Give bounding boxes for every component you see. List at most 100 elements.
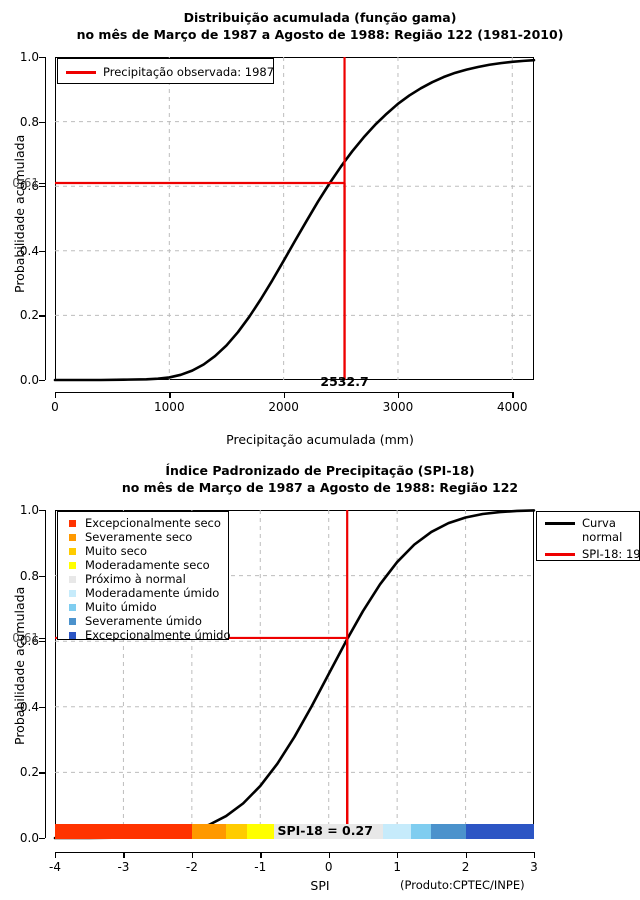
legend-item-curve-label: Curva normal <box>582 516 623 544</box>
legend-item-category: Severamente seco <box>58 530 228 544</box>
legend-item-category: Excepcionalmente seco <box>58 516 228 530</box>
bottom-chart-title-line1: Índice Padronizado de Precipitação (SPI-… <box>165 463 475 478</box>
legend-item-observed-label: Precipitação observada: 1987 <box>103 65 275 79</box>
legend-point-swatch <box>69 589 76 597</box>
chart-panel-cumulative-gamma: Distribuição acumulada (função gama) no … <box>12 10 564 447</box>
bot-y-tick <box>39 838 45 840</box>
top-y-tick <box>39 121 45 123</box>
bottom-y-axis-title: Probabilidade acumulada <box>12 586 27 745</box>
top-observed-prob-tick <box>39 182 45 185</box>
bot-y-tick <box>39 772 45 774</box>
bot-observed-prob-label: 0.61 <box>12 630 39 645</box>
top-y-tick <box>39 186 45 188</box>
top-x-tick <box>55 392 57 398</box>
bot-x-tick-label: 2 <box>461 860 470 874</box>
bot-x-tick <box>55 852 57 858</box>
legend-item-category-label: Excepcionalmente úmido <box>85 628 231 642</box>
legend-item-category: Moderadamente úmido <box>58 586 228 600</box>
bot-x-tick-label: -4 <box>49 860 61 874</box>
bot-y-tick-label: 0.6 <box>19 634 39 649</box>
legend-item-category-label: Muito úmido <box>85 600 157 614</box>
top-chart-legend: Precipitação observada: 1987 <box>57 58 274 84</box>
legend-item-spi: SPI-18: 1987 <box>537 546 640 562</box>
top-y-tick-label: 0.6 <box>19 179 39 194</box>
top-y-tick-label: 0.2 <box>19 308 39 323</box>
legend-item-spi-label: SPI-18: 1987 <box>582 547 640 561</box>
legend-point-swatch <box>69 631 76 639</box>
legend-item-category: Próximo à normal <box>58 572 228 586</box>
bottom-x-axis-title: SPI <box>310 878 330 893</box>
legend-item-category-label: Moderadamente úmido <box>85 586 220 600</box>
top-y-tick-label: 1.0 <box>19 50 39 64</box>
curve-legend: Curva normal SPI-18: 1987 <box>536 511 640 561</box>
top-y-tick <box>39 250 45 253</box>
bot-y-tick-label: 0.0 <box>19 831 39 845</box>
legend-point-swatch <box>69 547 76 555</box>
legend-item-category: Muito úmido <box>58 600 228 614</box>
bot-y-tick <box>39 510 45 512</box>
bot-y-tick-label: 0.4 <box>19 699 39 714</box>
top-y-tick-label: 0.8 <box>19 114 39 129</box>
top-chart-title-line2: no mês de Março de 1987 a Agosto de 1988… <box>76 27 564 42</box>
bot-x-axis-line <box>55 852 534 854</box>
spi-color-segment <box>273 824 384 839</box>
bot-x-tick <box>123 852 125 858</box>
bot-x-tick-label: -2 <box>185 860 198 874</box>
legend-item-observed: Precipitação observada: 1987 <box>58 59 275 85</box>
bot-x-tick <box>191 852 194 858</box>
legend-item-category: Moderadamente seco <box>58 558 228 572</box>
legend-item-category-label: Severamente úmido <box>85 614 202 628</box>
top-y-tick <box>39 315 45 317</box>
top-x-tick <box>397 392 400 398</box>
bot-x-tick-label: 3 <box>530 860 538 874</box>
bot-x-tick-label: 1 <box>393 860 401 874</box>
top-x-tick <box>512 392 514 398</box>
observed-precip-value-label: 2532.7 <box>320 374 369 389</box>
legend-item-category-label: Muito seco <box>85 544 148 558</box>
top-x-tick-label: 1000 <box>154 400 185 414</box>
legend-item-curve: Curva normal <box>537 516 639 546</box>
bot-x-tick-label: 0 <box>324 860 333 874</box>
top-y-axis-line <box>45 57 47 380</box>
legend-line-swatch <box>545 552 575 556</box>
legend-item-category-label: Excepcionalmente seco <box>85 516 221 530</box>
bot-y-tick <box>39 641 45 643</box>
bot-x-tick <box>465 852 467 858</box>
top-x-axis-title: Precipitação acumulada (mm) <box>226 432 414 447</box>
legend-point-swatch <box>69 575 76 583</box>
spi-color-segment <box>431 824 466 839</box>
bot-y-tick <box>39 575 45 577</box>
spi-color-segment <box>226 824 247 839</box>
top-y-tick-label: 0.4 <box>19 243 39 258</box>
top-chart-title-line1: Distribuição acumulada (função gama) <box>183 10 457 25</box>
top-x-tick-label: 3000 <box>382 400 414 414</box>
spi-value-label: SPI-18 = 0.27 <box>277 823 373 838</box>
bot-observed-prob-tick <box>39 637 45 640</box>
legend-point-swatch <box>69 533 76 541</box>
bottom-chart-title-line2: no mês de Março de 1987 a Agosto de 1988… <box>121 480 519 495</box>
legend-line-swatch <box>66 70 96 74</box>
legend-item-category: Muito seco <box>58 544 228 558</box>
top-y-tick-label: 0.0 <box>19 373 39 387</box>
legend-item-category-label: Moderadamente seco <box>85 558 210 572</box>
product-credit: (Produto:CPTEC/INPE) <box>400 878 525 892</box>
legend-point-swatch <box>69 617 76 625</box>
top-x-tick-label: 4000 <box>496 400 528 414</box>
bot-x-tick-label: -3 <box>117 860 130 874</box>
legend-item-category: Excepcionalmente úmido <box>58 628 231 642</box>
bot-x-tick <box>328 852 330 858</box>
top-x-tick <box>283 392 285 398</box>
top-y-axis-title: Probabilidade acumulada <box>12 134 27 293</box>
legend-point-swatch <box>69 561 76 569</box>
top-observed-prob-label: 0.61 <box>12 175 39 190</box>
spi-color-segment <box>246 824 274 839</box>
top-y-tick <box>39 380 45 382</box>
top-x-tick-label: 2000 <box>268 400 299 414</box>
legend-line-swatch <box>545 522 575 525</box>
top-y-tick <box>39 57 45 59</box>
bot-x-tick <box>260 852 262 858</box>
bot-y-tick-label: 0.8 <box>19 568 39 583</box>
bot-x-tick <box>397 852 399 858</box>
bot-y-tick-label: 0.2 <box>19 765 39 780</box>
